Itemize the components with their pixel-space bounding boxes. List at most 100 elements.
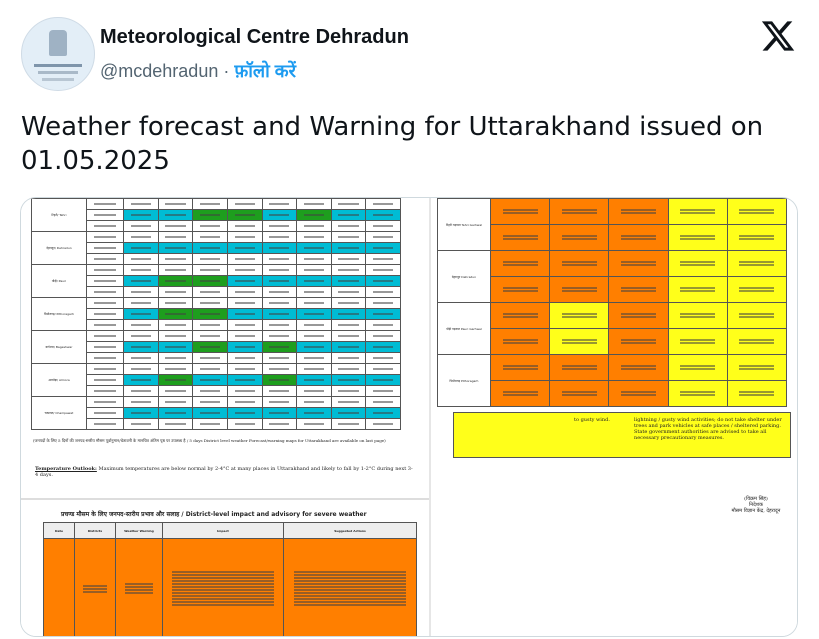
forecast-document-left: टिहरी/ Tehri देहरादून/ Dehradun पौड़ी/ Pau… [21, 198, 429, 636]
parameter-label [86, 385, 124, 397]
warning-cell [667, 198, 728, 225]
intensity-cell [226, 231, 263, 243]
advisory-actions-cell [283, 538, 417, 636]
page-separator [21, 498, 429, 500]
forecast-cell [123, 374, 159, 386]
intensity-cell [192, 220, 228, 232]
forecast-cell [192, 209, 228, 221]
intensity-cell [261, 264, 298, 276]
intensity-cell [226, 264, 263, 276]
intensity-cell [330, 396, 367, 408]
warning-cell [549, 224, 610, 251]
author-avatar[interactable] [21, 17, 95, 91]
intensity-cell [157, 330, 194, 342]
intensity-cell [123, 286, 159, 298]
intensity-cell [192, 352, 228, 364]
warning-cell [489, 250, 551, 277]
parameter-label [86, 286, 124, 298]
intensity-cell [123, 396, 159, 408]
author-handle[interactable]: @mcdehradun [100, 61, 219, 81]
district-label: देहरादून/ Dehradun [31, 231, 87, 265]
forecast-cell [123, 242, 159, 254]
forecast-cell [296, 407, 332, 419]
warning-cell [549, 302, 610, 329]
warning-cell [608, 224, 669, 251]
intensity-cell [296, 220, 332, 232]
x-logo-icon[interactable] [760, 18, 796, 54]
warning-cell [726, 380, 788, 407]
parameter-label [86, 374, 124, 386]
forecast-cell [157, 209, 194, 221]
forecast-cell [261, 275, 298, 287]
intensity-cell [261, 198, 298, 210]
district-label: पौड़ी गढ़वाल Pauri Garhwal [437, 302, 491, 355]
parameter-label [86, 231, 124, 243]
intensity-cell [261, 352, 298, 364]
intensity-cell [192, 396, 228, 408]
forecast-cell [296, 209, 332, 221]
follow-button[interactable]: फ़ॉलो करें [234, 61, 296, 81]
intensity-cell [123, 253, 159, 265]
district-label: पिथौरागढ़ Pithoragarh [437, 354, 491, 407]
forecast-cell [226, 341, 263, 353]
forecast-cell [330, 275, 367, 287]
signature-block: (विक्रम सिंह) निदेशक मौसम विज्ञान केंद्र… [721, 496, 791, 514]
warning-cell [667, 354, 728, 381]
warning-cell [726, 328, 788, 355]
intensity-cell [365, 220, 401, 232]
forecast-cell [365, 374, 401, 386]
forecast-cell [226, 374, 263, 386]
intensity-cell [226, 198, 263, 210]
tweet-media-image[interactable]: टिहरी/ Tehri देहरादून/ Dehradun पौड़ी/ Pau… [20, 197, 798, 637]
advisory-warning-cell [115, 538, 163, 636]
advisory-date-cell [43, 538, 75, 636]
forecast-cell [261, 308, 298, 320]
forecast-cell [226, 209, 263, 221]
intensity-cell [330, 319, 367, 331]
parameter-label [86, 330, 124, 342]
intensity-cell [192, 363, 228, 375]
forecast-cell [330, 242, 367, 254]
warning-cell [608, 354, 669, 381]
warning-cell [667, 302, 728, 329]
intensity-cell [365, 253, 401, 265]
intensity-cell [123, 220, 159, 232]
warning-cell [667, 250, 728, 277]
warning-cell [489, 198, 551, 225]
forecast-cell [123, 407, 159, 419]
forecast-cell [330, 209, 367, 221]
warning-cell [608, 380, 669, 407]
parameter-label [86, 363, 124, 375]
warning-cell [489, 224, 551, 251]
warning-cell [489, 276, 551, 303]
district-label: टिहरी गढ़वाल Tehri Garhwal [437, 198, 491, 251]
warning-cell [667, 380, 728, 407]
parameter-label [86, 253, 124, 265]
intensity-cell [192, 418, 228, 430]
temperature-outlook: Temperature Outlook: Maximum temperature… [35, 466, 415, 478]
intensity-cell [365, 385, 401, 397]
parameter-label [86, 319, 124, 331]
intensity-cell [330, 264, 367, 276]
intensity-cell [330, 418, 367, 430]
intensity-cell [157, 363, 194, 375]
intensity-cell [226, 297, 263, 309]
forecast-cell [226, 275, 263, 287]
intensity-cell [123, 198, 159, 210]
intensity-cell [226, 220, 263, 232]
author-display-name[interactable]: Meteorological Centre Dehradun [100, 26, 409, 48]
advisory-header-warning: Weather Warning [115, 522, 163, 539]
intensity-cell [296, 396, 332, 408]
warning-cell [726, 198, 788, 225]
intensity-cell [365, 396, 401, 408]
parameter-label [86, 220, 124, 232]
intensity-cell [226, 363, 263, 375]
forecast-cell [157, 308, 194, 320]
intensity-cell [261, 286, 298, 298]
advisory-title: प्रचण्ड मौसम के लिए जनपद-स्तरीय प्रभाव औ… [61, 511, 367, 518]
intensity-cell [192, 385, 228, 397]
advisory-header-impact: Impact [162, 522, 284, 539]
forecast-cell [365, 341, 401, 353]
intensity-cell [192, 297, 228, 309]
signature-office: मौसम विज्ञान केंद्र, देहरादून [731, 508, 781, 514]
